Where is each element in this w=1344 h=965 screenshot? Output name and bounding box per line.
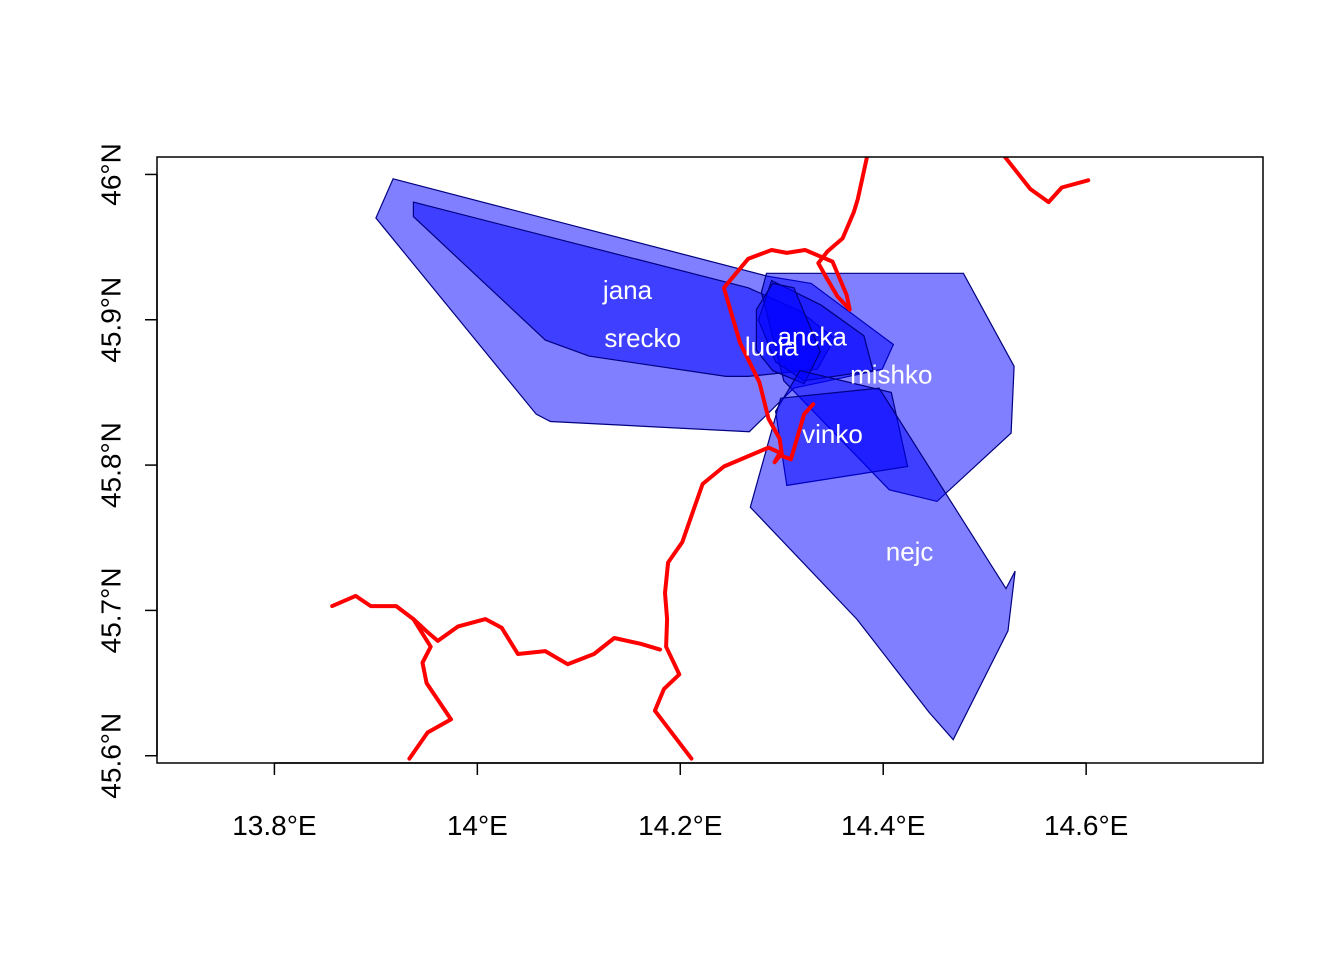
polygon-label-mishko: mishko [850,359,932,389]
y-axis: 45.6°N 45.7°N 45.8°N 45.9°N 46°N [96,143,158,799]
polygon-label-nejc: nejc [886,537,934,567]
polygon-label-jana: jana [602,275,653,305]
y-tick-label: 45.7°N [96,567,127,653]
plot-frame [156,156,1264,764]
river-northeast [1003,157,1091,205]
river-layer [330,157,1091,761]
polygon-label-ancka: ancka [778,322,848,352]
y-tick-label: 45.9°N [96,277,127,363]
polygon-layer [375,178,1016,741]
x-tick-label: 14.4°E [841,810,925,841]
x-tick-label: 14°E [447,810,508,841]
polygon-nejc [749,387,1016,741]
polygon-label-srecko: srecko [604,323,681,353]
river-north [721,157,869,465]
x-tick-label: 14.6°E [1044,810,1128,841]
y-tick-label: 45.8°N [96,422,127,508]
polygon-label-lucia: lucia [745,332,799,362]
y-tick-label: 46°N [96,143,127,206]
polygon-lucia [755,282,821,385]
river-south [652,445,784,761]
river-west-south [407,617,453,761]
river-west [330,593,662,667]
x-axis: 13.8°E 14°E 14.2°E 14.4°E 14.6°E [232,762,1128,841]
polygon-label-vinko: vinko [802,419,863,449]
y-tick-label: 45.6°N [96,713,127,799]
x-tick-label: 14.2°E [638,810,722,841]
x-tick-label: 13.8°E [232,810,316,841]
